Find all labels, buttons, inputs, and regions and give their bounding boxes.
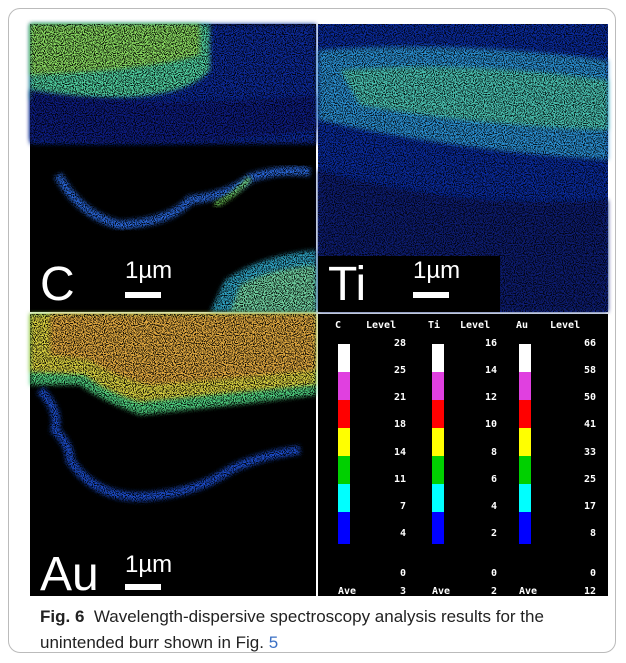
color-step <box>338 512 350 544</box>
level-value: 0 <box>491 568 497 579</box>
color-step <box>432 400 444 428</box>
level-value: 25 <box>394 365 406 376</box>
level-value: 33 <box>584 447 596 458</box>
color-step <box>338 428 350 456</box>
color-step <box>432 512 444 544</box>
color-step <box>432 456 444 484</box>
level-header: Level <box>550 320 580 331</box>
color-step <box>432 484 444 512</box>
figure-link[interactable]: 5 <box>268 633 279 652</box>
au-map <box>30 314 316 596</box>
ave-label: Ave <box>519 586 537 597</box>
color-step <box>519 372 531 400</box>
scale-bar <box>125 584 161 590</box>
panel-label: Au <box>40 548 99 600</box>
level-value: 18 <box>394 419 406 430</box>
level-value: 66 <box>584 338 596 349</box>
level-value: 25 <box>584 474 596 485</box>
color-step <box>519 400 531 428</box>
level-header: Level <box>460 320 490 331</box>
caption-text: Wavelength-dispersive spectroscopy analy… <box>40 607 544 652</box>
level-value: 0 <box>590 568 596 579</box>
level-value: 11 <box>394 474 406 485</box>
color-step <box>338 372 350 400</box>
scale-bar-label: 1µm <box>125 257 172 284</box>
scale-bar <box>125 292 161 298</box>
level-value: 4 <box>400 528 406 539</box>
legend-bg <box>318 314 608 596</box>
color-step <box>519 456 531 484</box>
legend-element: Au <box>516 320 528 331</box>
level-value: 41 <box>584 419 596 430</box>
caption: Fig. 6 Wavelength-dispersive spectroscop… <box>40 604 600 656</box>
ti-map <box>318 24 608 312</box>
level-value: 14 <box>485 365 497 376</box>
figure-frame <box>8 8 616 653</box>
panel-label: Ti <box>328 258 366 311</box>
level-value: 7 <box>400 501 406 512</box>
color-step <box>338 456 350 484</box>
scale-bar-label: 1µm <box>125 551 172 578</box>
legend-element: Ti <box>428 319 440 331</box>
level-value: 4 <box>491 501 497 512</box>
level-value: 21 <box>394 392 406 403</box>
color-step <box>432 372 444 400</box>
level-value: 0 <box>400 568 406 579</box>
ave-value: 2 <box>491 586 497 597</box>
scale-bar-label: 1µm <box>413 257 460 284</box>
color-step <box>432 344 444 372</box>
level-value: 14 <box>394 447 406 458</box>
level-value: 8 <box>491 447 497 458</box>
level-value: 58 <box>584 365 596 376</box>
color-step <box>519 428 531 456</box>
level-value: 28 <box>394 338 406 349</box>
level-value: 6 <box>491 474 497 485</box>
level-value: 17 <box>584 501 596 512</box>
color-step <box>519 512 531 544</box>
ave-value: 3 <box>400 586 406 597</box>
level-value: 12 <box>485 392 497 403</box>
ave-label: Ave <box>338 586 356 597</box>
color-step <box>338 484 350 512</box>
level-value: 50 <box>584 392 596 403</box>
caption-label: Fig. 6 <box>40 607 85 626</box>
color-step <box>519 344 531 372</box>
color-step <box>432 428 444 456</box>
color-step <box>519 484 531 512</box>
level-value: 10 <box>485 419 497 430</box>
level-value: 8 <box>590 528 596 539</box>
level-header: Level <box>366 320 396 331</box>
panel-label: C <box>40 258 75 311</box>
color-step <box>338 400 350 428</box>
level-value: 16 <box>485 338 497 349</box>
legend-element: C <box>335 320 341 331</box>
ave-value: 12 <box>584 586 596 597</box>
level-value: 2 <box>491 528 497 539</box>
color-step <box>338 344 350 372</box>
c-map <box>30 24 316 312</box>
scale-bar <box>413 292 449 298</box>
ave-label: Ave <box>432 586 450 597</box>
